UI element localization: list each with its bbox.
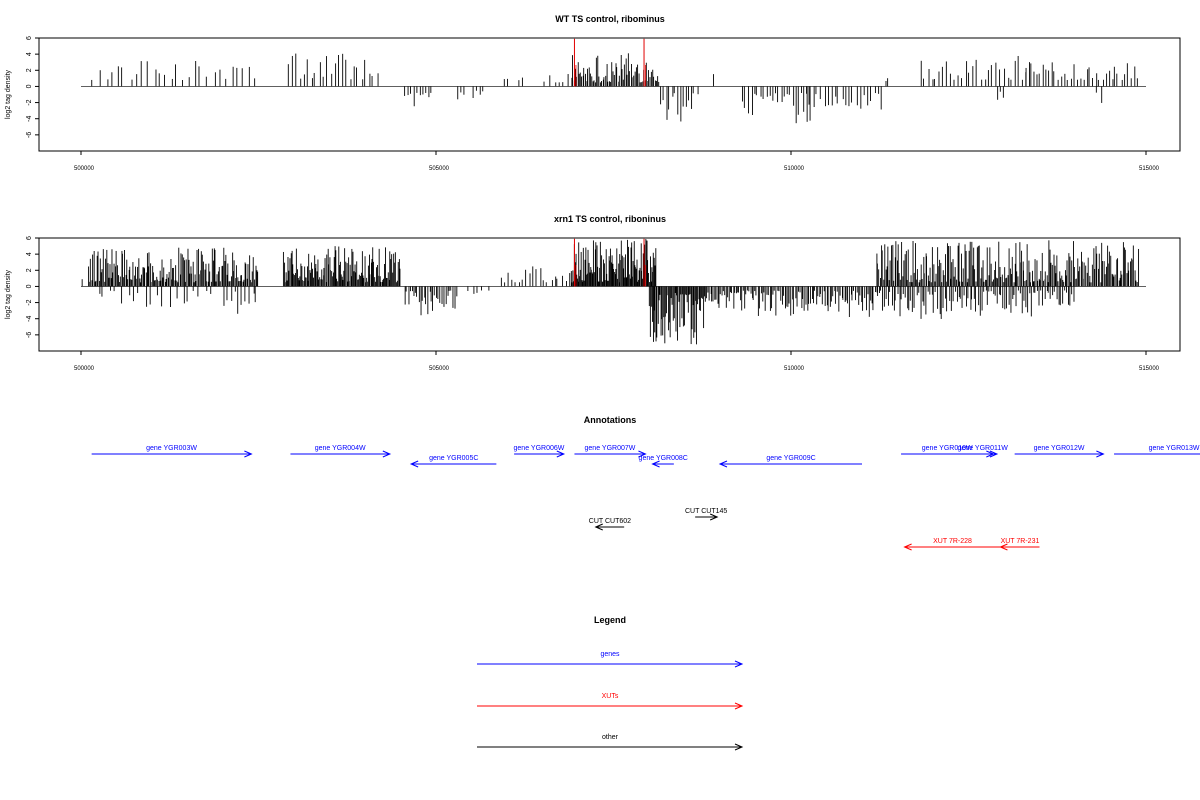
chart-panel-2: xrn1 TS control, riboninus log2 tag densi…	[5, 214, 1181, 372]
legend-title: Legend	[594, 615, 626, 625]
x-tick-label: 510000	[784, 366, 805, 372]
gene-arrowhead	[556, 450, 566, 458]
xut-label: XUT 7R-231	[1001, 538, 1040, 545]
gene-arrowhead	[718, 460, 728, 468]
y-axis-label: log2 tag density	[5, 69, 12, 119]
y-tick-label: 4	[26, 52, 33, 56]
legend-item-arrowhead	[734, 702, 744, 710]
legend-item-arrowhead	[734, 743, 744, 751]
x-tick-label: 500000	[74, 366, 95, 372]
gene-arrowhead	[382, 450, 392, 458]
gene-arrowhead	[244, 450, 253, 458]
cut-arrowhead	[594, 523, 603, 531]
x-tick-label: 505000	[429, 366, 450, 372]
x-tick-label: 515000	[1139, 366, 1160, 372]
gene-label: gene YGR006W	[514, 445, 565, 452]
y-tick-label: -4	[26, 316, 33, 322]
gene-arrowhead	[638, 450, 647, 458]
xut-label: XUT 7R-228	[933, 538, 972, 545]
cut-label: CUT CUT602	[589, 518, 631, 525]
y-tick-label: -6	[26, 332, 33, 338]
xut-arrowhead	[999, 543, 1008, 551]
chart-title: xrn1 TS control, riboninus	[554, 214, 666, 224]
plot-frame	[38, 37, 1181, 152]
y-tick-label: 4	[26, 252, 33, 256]
gene-label: gene YGR011W	[958, 445, 1009, 452]
gene-label: gene YGR010W	[922, 445, 973, 452]
legend-item-label: XUTs	[602, 693, 619, 700]
chart-title: WT TS control, ribominus	[555, 14, 665, 24]
gene-label: gene YGR004W	[315, 445, 366, 452]
y-tick-label: 0	[26, 84, 33, 88]
y-tick-label: -2	[26, 299, 33, 305]
gene-label: gene YGR013W	[1149, 445, 1200, 452]
annotations-title: Annotations	[584, 415, 637, 425]
legend-item-label: genes	[600, 651, 620, 658]
gene-label: gene YGR007W	[585, 445, 636, 452]
x-tick-label: 500000	[74, 166, 95, 172]
y-tick-label: -4	[26, 116, 33, 122]
legend-item-arrowhead	[734, 660, 744, 668]
gene-label: gene YGR012W	[1034, 445, 1085, 452]
y-tick-label: 0	[26, 284, 33, 288]
y-tick-label: 6	[26, 36, 33, 40]
legend: Legend genes XUTs other	[477, 615, 744, 751]
x-tick-label: 515000	[1139, 166, 1160, 172]
gene-arrowhead	[1096, 450, 1105, 458]
gene-arrowhead	[409, 460, 419, 468]
gene-label: gene YGR008C	[639, 455, 688, 462]
cut-label: CUT CUT145	[685, 508, 727, 515]
bar-series	[81, 239, 1140, 345]
xut-arrowhead	[903, 543, 912, 551]
gene-label: gene YGR009C	[766, 455, 815, 462]
y-tick-label: 6	[26, 236, 33, 240]
bar-series	[91, 53, 1138, 124]
gene-label: gene YGR003W	[146, 445, 197, 452]
chart-panel-1: WT TS control, ribominus log2 tag density…	[5, 14, 1181, 172]
gene-arrowhead	[651, 460, 660, 468]
x-tick-label: 510000	[784, 166, 805, 172]
gene-arrowhead	[989, 450, 999, 458]
y-tick-label: -6	[26, 132, 33, 138]
annotations-panel: Annotations gene YGR003W gene YGR004W gene …	[91, 415, 1200, 551]
y-tick-label: 2	[26, 268, 33, 272]
gene-label: gene YGR005C	[429, 455, 478, 462]
cut-arrowhead	[709, 513, 719, 521]
plot-frame	[38, 237, 1181, 352]
y-tick-label: 2	[26, 68, 33, 72]
y-tick-label: -2	[26, 99, 33, 105]
y-axis-label: log2 tag density	[5, 269, 12, 319]
legend-item-label: other	[602, 734, 619, 741]
x-tick-label: 505000	[429, 166, 450, 172]
